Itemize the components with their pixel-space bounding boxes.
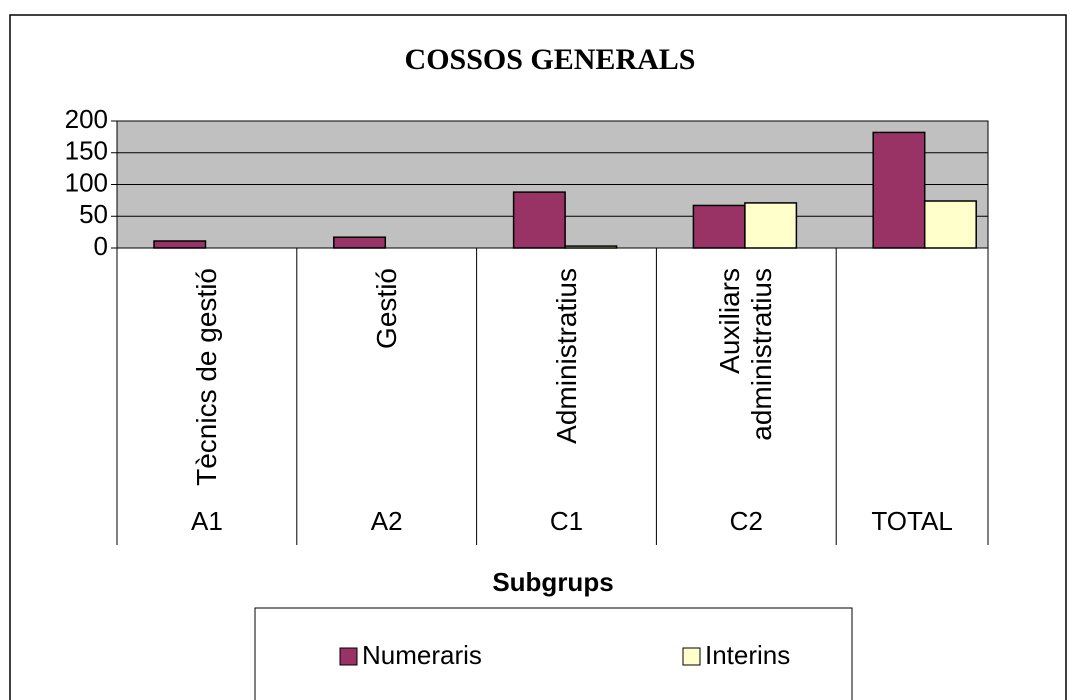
bar bbox=[512, 191, 566, 249]
x-tick-label: Gestió bbox=[370, 268, 402, 349]
group-label: C2 bbox=[730, 506, 763, 536]
bar bbox=[692, 204, 746, 249]
legend-label: Numeraris bbox=[362, 640, 482, 670]
legend-swatch bbox=[682, 647, 701, 666]
y-tick-label: 50 bbox=[79, 199, 108, 229]
x-axis-title: Subgrups bbox=[492, 567, 613, 597]
group-label: C1 bbox=[550, 506, 583, 536]
chart-border bbox=[9, 14, 1067, 700]
group-label: A2 bbox=[371, 506, 403, 536]
bar bbox=[744, 202, 798, 249]
legend-label: Interins bbox=[705, 640, 790, 670]
x-tick-label: Tècnics de gestió bbox=[190, 268, 222, 486]
group-label: TOTAL bbox=[871, 506, 952, 536]
x-tick-label: Auxiliars administratius bbox=[714, 268, 778, 441]
x-tick-label: Administratius bbox=[550, 268, 582, 444]
y-tick-label: 100 bbox=[65, 167, 108, 197]
bar bbox=[872, 131, 926, 249]
y-tick-label: 0 bbox=[94, 231, 108, 261]
group-label: A1 bbox=[191, 506, 223, 536]
bar bbox=[923, 200, 977, 249]
bar bbox=[153, 240, 207, 249]
legend-swatch bbox=[339, 647, 358, 666]
chart-title: COSSOS GENERALS bbox=[405, 43, 696, 76]
y-tick-label: 200 bbox=[65, 104, 108, 134]
bar bbox=[333, 236, 387, 249]
y-tick-label: 150 bbox=[65, 136, 108, 166]
bar bbox=[564, 245, 618, 249]
